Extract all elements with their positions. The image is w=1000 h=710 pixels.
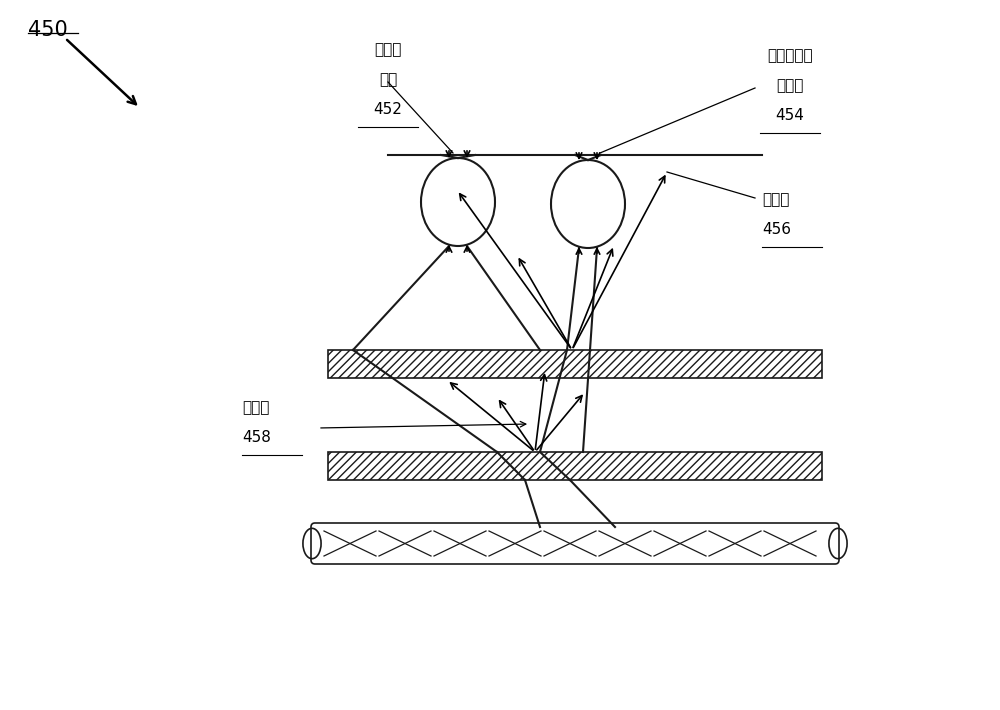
Text: 454: 454 — [776, 108, 804, 123]
Text: 视网膜上的: 视网膜上的 — [767, 48, 813, 63]
Text: 光散射: 光散射 — [762, 192, 789, 207]
Text: 450: 450 — [28, 20, 68, 40]
Text: 456: 456 — [762, 222, 791, 237]
Bar — [328, 350, 822, 378]
Text: 452: 452 — [374, 102, 402, 117]
Text: 458: 458 — [242, 430, 271, 445]
Bar — [328, 452, 822, 480]
Text: 光散射: 光散射 — [242, 400, 269, 415]
Text: 视网膜: 视网膜 — [374, 42, 402, 57]
FancyBboxPatch shape — [311, 523, 839, 564]
Text: 杂散光: 杂散光 — [776, 78, 804, 93]
Text: 图像: 图像 — [379, 72, 397, 87]
